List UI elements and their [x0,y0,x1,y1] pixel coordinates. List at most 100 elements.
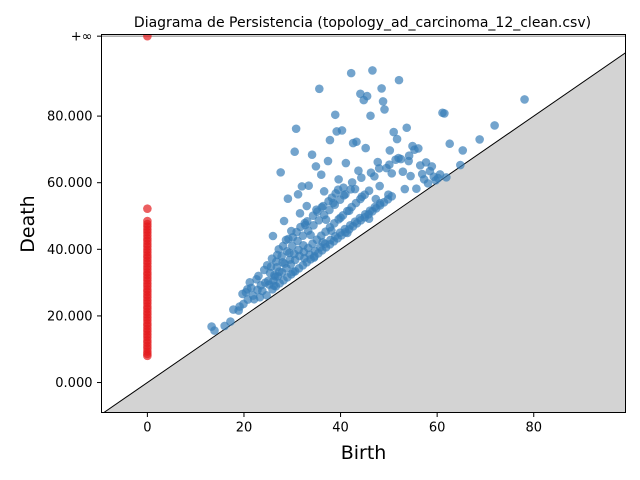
h1-point [361,143,370,153]
h1-point [354,166,363,176]
diagonal-line [103,52,626,413]
h1-point [423,179,433,188]
h0-point [143,34,152,41]
h1-point [520,95,529,104]
h1-point [402,123,412,133]
h1-point [333,185,343,194]
h0-point [143,204,152,213]
h1-point [307,150,317,160]
h1-point [318,201,328,211]
h1-point [288,233,298,242]
h1-point [374,164,384,173]
h1-point [327,193,337,202]
chart-title: Diagrama de Persistencia (topology_ad_ca… [134,15,591,31]
h1-point [245,277,255,287]
h1-point [445,139,455,149]
x-tick-label: 0 [143,421,151,436]
h1-point [456,160,465,170]
h1-point [366,111,375,121]
h1-point [440,109,449,118]
h1-point [262,290,271,300]
h1-point [347,178,357,187]
h1-point [268,231,278,241]
x-axis-ticks: 0 20 40 60 80 [143,412,542,436]
h1-point [475,135,484,144]
plot-area [101,34,626,413]
h1-point [414,144,423,153]
points-layer [143,34,529,361]
x-tick-label: 60 [429,421,446,436]
h1-point [337,126,347,135]
h1-point [254,271,263,281]
y-tick-label: 20.000 [47,309,93,324]
h1-point [442,173,451,182]
h1-point [304,181,313,190]
h1-point [385,160,394,170]
h1-point [239,299,248,309]
h1-point [341,158,351,168]
h1-point [346,68,356,78]
h1-point [400,184,410,194]
h1-point [356,89,365,99]
h1-point [316,170,326,180]
h1-point [330,110,340,120]
h1-point [412,184,421,193]
h1-point [312,205,321,214]
h1-point [296,222,305,232]
h1-point [406,171,415,181]
h1-point [352,137,361,147]
y-tick-label: 0.000 [55,376,92,391]
h1-point [377,84,386,93]
y-tick-label: 60.000 [47,176,93,191]
h1-point [490,121,499,130]
h1-point [392,134,402,144]
h1-point [394,75,404,85]
x-tick-label: 40 [332,421,349,436]
h1-point [325,135,335,145]
h1-point [274,267,284,276]
h1-point [387,169,397,178]
h1-point [394,153,403,163]
h1-point [314,216,324,225]
plot-frame [101,34,626,413]
h1-point [290,147,299,157]
h1-point [378,97,388,106]
h1-point [346,185,356,194]
h1-point [380,105,389,114]
y-tick-label: 40.000 [47,243,93,258]
h1-point [366,168,376,178]
h1-point [427,162,437,171]
h1-point [364,186,374,195]
h1-point [389,127,398,137]
h1-point [334,175,343,184]
h1-point [311,162,321,171]
h1-point [458,146,468,155]
x-tick-label: 20 [236,421,253,436]
h1-point [375,181,384,191]
h1-point [293,190,303,199]
h1-point [279,216,289,226]
h0-point [143,351,152,361]
h1-point [375,199,385,208]
h1-point [302,217,312,226]
h1-point [278,241,288,251]
h1-point [335,195,345,204]
h1-point [398,167,408,177]
h1-point [294,245,303,255]
h1-point [302,201,312,211]
h1-point [210,326,219,335]
infinity-tick-label: +∞ [71,30,93,45]
h1-point [385,146,395,155]
h1-point [387,192,397,201]
below-diagonal-region [101,52,626,413]
h1-point [357,173,366,183]
h1-point [315,84,324,94]
h1-point [272,257,281,266]
x-axis-title: Birth [341,442,387,464]
y-tick-label: 80.000 [47,110,93,125]
y-axis-ticks: 0.000 20.000 40.000 60.000 80.000 [47,35,102,391]
h1-point [291,124,301,134]
h1-point [276,168,285,177]
h1-point [272,250,282,260]
